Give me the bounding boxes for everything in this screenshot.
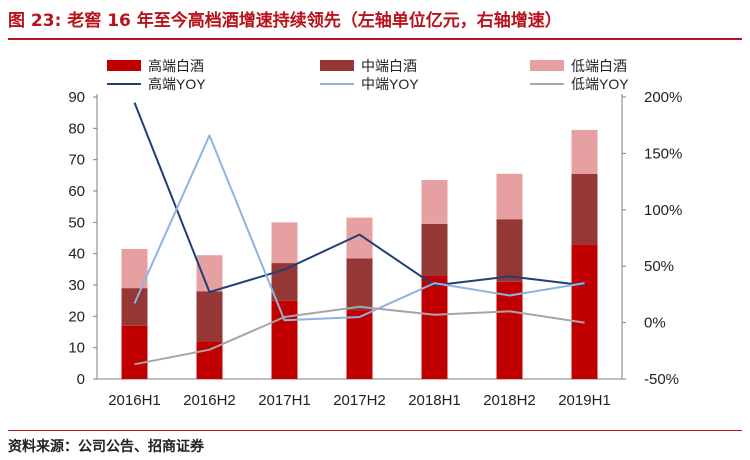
left-tick-label: 50 bbox=[68, 214, 85, 231]
bar-segment bbox=[196, 255, 223, 292]
right-tick-label: -50% bbox=[644, 371, 679, 388]
legend-label: 低端YOY bbox=[571, 76, 629, 92]
series-line bbox=[133, 102, 585, 294]
left-tick-label: 80 bbox=[68, 120, 85, 137]
bar-segment bbox=[421, 223, 448, 276]
bar-segment bbox=[346, 258, 373, 311]
right-tick-label: 100% bbox=[644, 202, 682, 219]
x-tick-label: 2017H2 bbox=[333, 392, 386, 409]
chart-axes: 0 10 20 30 40 50 60 70 80 90 -50% 0% 50% 100% 150% 200%… bbox=[68, 89, 682, 409]
legend-label: 低端白酒 bbox=[571, 58, 627, 74]
bar-segment bbox=[121, 325, 148, 379]
right-tick-label: 0% bbox=[644, 315, 666, 332]
bar-segment bbox=[271, 222, 298, 264]
title-rule bbox=[8, 38, 742, 40]
left-tick-label: 0 bbox=[77, 371, 85, 388]
left-tick-label: 30 bbox=[68, 277, 85, 294]
legend-label: 中端YOY bbox=[361, 76, 419, 92]
chart-lines bbox=[133, 102, 585, 366]
right-tick-label: 200% bbox=[644, 89, 682, 106]
bar-segment bbox=[571, 129, 598, 174]
legend-swatch bbox=[530, 60, 564, 71]
x-tick-label: 2016H2 bbox=[183, 392, 236, 409]
right-tick-label: 50% bbox=[644, 258, 674, 275]
bar-segment bbox=[271, 300, 298, 379]
bar-segment bbox=[496, 173, 523, 220]
bar-segment bbox=[571, 173, 598, 245]
series-line bbox=[134, 305, 585, 366]
x-tick-label: 2019H1 bbox=[558, 392, 611, 409]
legend-label: 高端白酒 bbox=[148, 58, 204, 74]
x-tick-label: 2017H1 bbox=[258, 392, 311, 409]
bar-segment bbox=[121, 288, 148, 326]
bar-segment bbox=[421, 180, 448, 224]
left-tick-label: 10 bbox=[68, 340, 85, 357]
left-tick-label: 90 bbox=[68, 89, 85, 106]
legend-label: 高端YOY bbox=[148, 76, 206, 92]
right-tick-label: 150% bbox=[644, 145, 682, 162]
legend-swatch bbox=[107, 60, 141, 71]
bar-segment bbox=[496, 281, 523, 379]
left-tick-label: 40 bbox=[68, 246, 85, 263]
x-tick-label: 2018H1 bbox=[408, 392, 461, 409]
bar-segment bbox=[421, 275, 448, 379]
legend-swatch bbox=[320, 60, 354, 71]
source-rule bbox=[8, 430, 742, 431]
x-tick-label: 2018H2 bbox=[483, 392, 536, 409]
legend-label: 中端白酒 bbox=[361, 58, 417, 74]
series-line bbox=[133, 134, 585, 322]
chart-bars bbox=[121, 129, 598, 379]
bar-segment bbox=[346, 310, 373, 379]
left-tick-label: 20 bbox=[68, 308, 85, 325]
bar-segment bbox=[571, 244, 598, 379]
figure-title: 图 23: 老窖 16 年至今高档酒增速持续领先（左轴单位亿元，右轴增速） bbox=[8, 11, 562, 31]
left-tick-label: 70 bbox=[68, 152, 85, 169]
source-note: 资料来源：公司公告、招商证券 bbox=[8, 439, 204, 455]
bar-segment bbox=[496, 219, 523, 282]
bar-segment bbox=[196, 341, 223, 379]
bar-segment bbox=[196, 291, 223, 342]
x-tick-label: 2016H1 bbox=[108, 392, 161, 409]
left-tick-label: 60 bbox=[68, 183, 85, 200]
